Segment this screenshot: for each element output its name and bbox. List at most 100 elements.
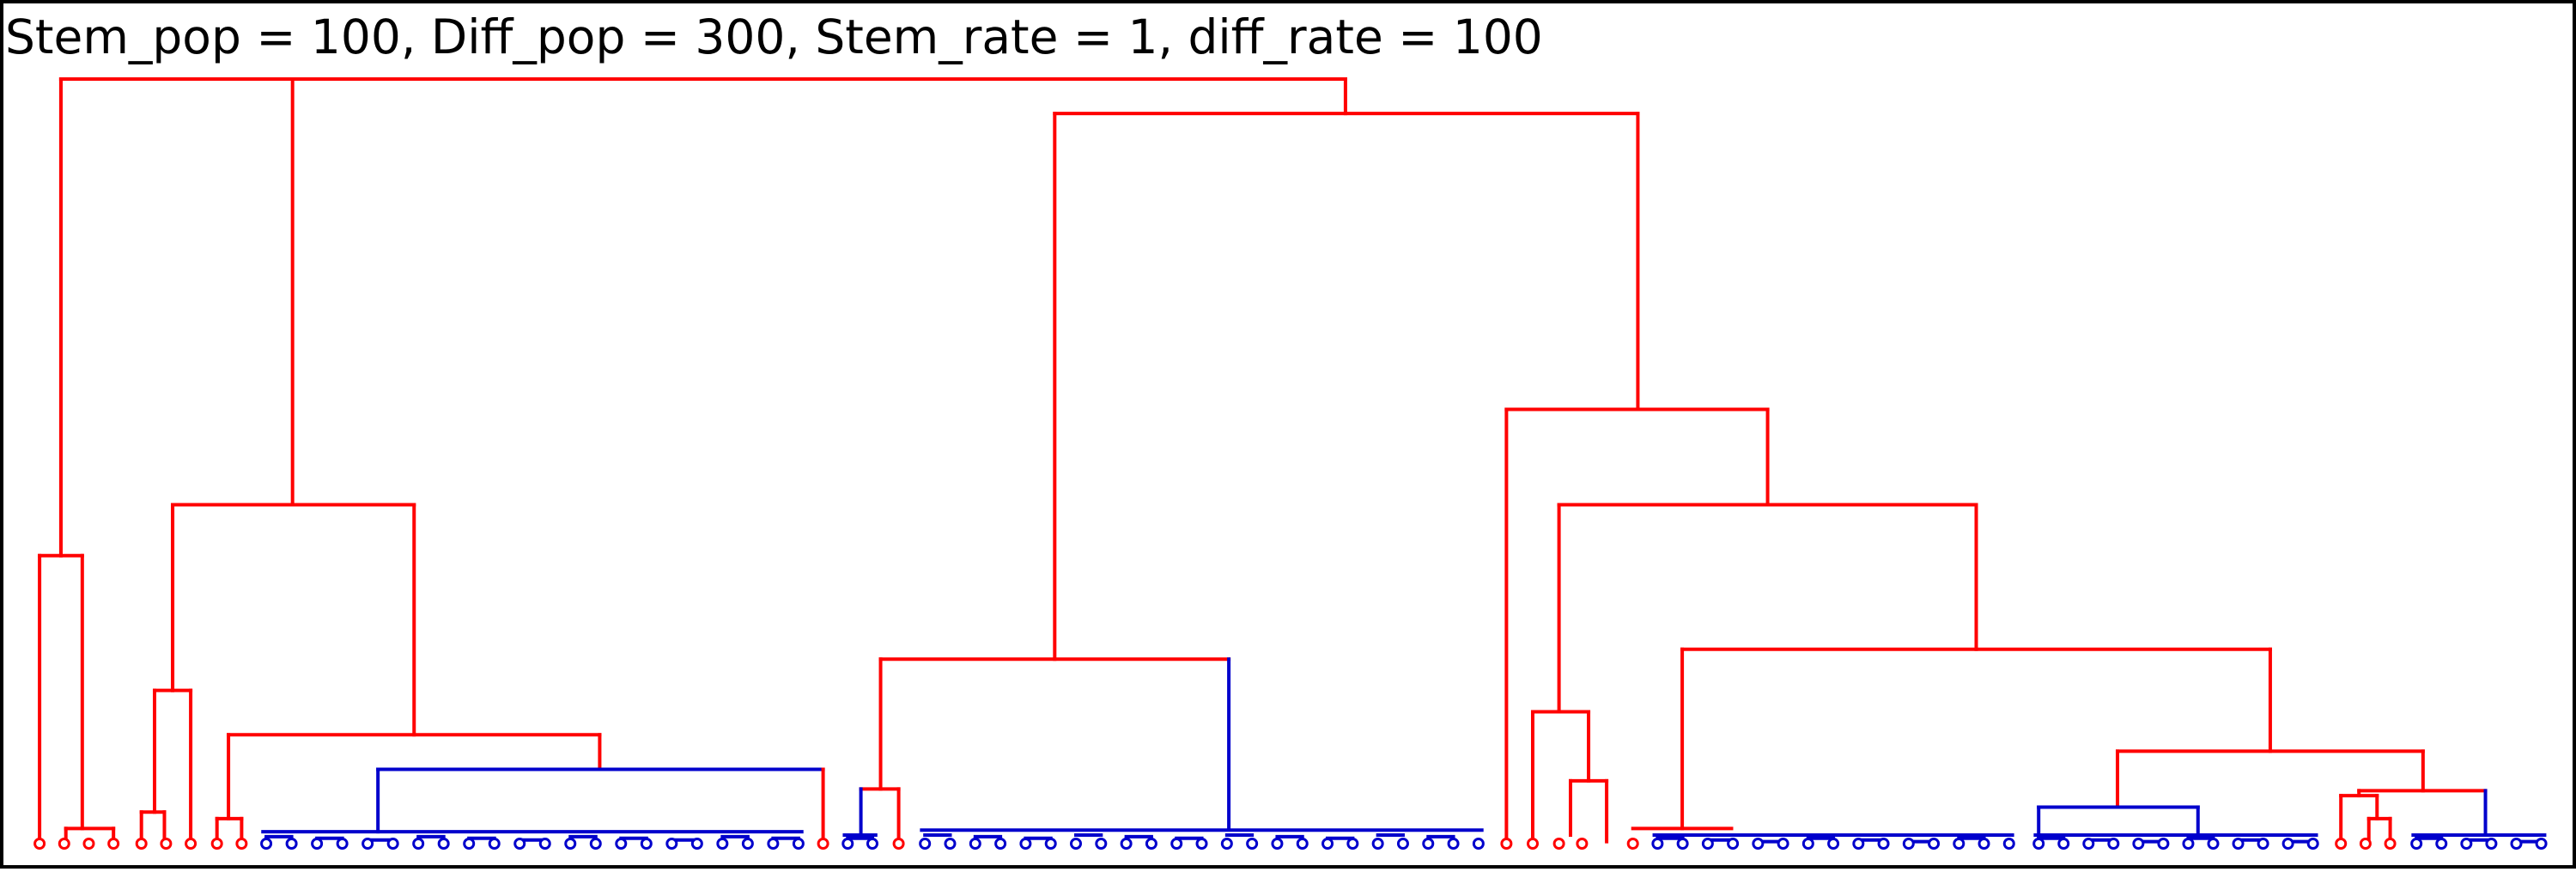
diff-cell-leaf bbox=[311, 838, 324, 850]
dendrogram bbox=[33, 76, 2548, 850]
diff-cell-leaf bbox=[1195, 838, 1208, 850]
diff-cell-leaf bbox=[1676, 838, 1689, 850]
diff-cell-leaf bbox=[1928, 838, 1941, 850]
diff-cell-leaf bbox=[1019, 838, 1032, 850]
diff-cell-leaf bbox=[2410, 838, 2423, 850]
diff-cell-leaf bbox=[1447, 838, 1460, 850]
diff-cell-leaf bbox=[2535, 838, 2548, 850]
diff-cell-leaf bbox=[2281, 838, 2294, 850]
diff-cell-leaf bbox=[1472, 838, 1485, 850]
diff-cell-leaf bbox=[615, 838, 628, 850]
diff-cell-leaf bbox=[2510, 838, 2523, 850]
diff-cell-leaf bbox=[2306, 838, 2319, 850]
diff-cell-leaf bbox=[1271, 838, 1284, 850]
diff-cell-leaf bbox=[2435, 838, 2448, 850]
diff-cell-leaf bbox=[919, 838, 932, 850]
stem-cell-leaf bbox=[2384, 838, 2397, 850]
diff-cell-leaf bbox=[1651, 838, 1664, 850]
diff-cell-leaf bbox=[1296, 838, 1309, 850]
stem-cell-leaf bbox=[210, 838, 223, 850]
diff-cell-leaf bbox=[386, 838, 399, 850]
diff-cell-leaf bbox=[1422, 838, 1435, 850]
diff-cell-leaf bbox=[1220, 838, 1233, 850]
diff-cell-leaf bbox=[767, 838, 780, 850]
diff-cell-leaf bbox=[1396, 838, 1409, 850]
diff-cell-leaf bbox=[1095, 838, 1108, 850]
diff-cell-leaf bbox=[994, 838, 1007, 850]
stem-cell-leaf bbox=[185, 838, 197, 850]
diff-cell-leaf bbox=[1852, 838, 1865, 850]
diff-cell-leaf bbox=[2032, 838, 2045, 850]
diff-cell-leaf bbox=[1877, 838, 1890, 850]
diff-cell-leaf bbox=[437, 838, 450, 850]
diff-cell-leaf bbox=[1246, 838, 1259, 850]
stem-cell-leaf bbox=[235, 838, 248, 850]
stem-cell-leaf bbox=[82, 838, 95, 850]
diff-cell-leaf bbox=[2207, 838, 2220, 850]
diff-cell-leaf bbox=[1070, 838, 1083, 850]
diff-cell-leaf bbox=[1953, 838, 1965, 850]
diff-cell-leaf bbox=[1701, 838, 1714, 850]
diff-cell-leaf bbox=[2157, 838, 2170, 850]
stem-cell-leaf bbox=[1500, 838, 1513, 850]
stem-cell-leaf bbox=[107, 838, 120, 850]
diff-cell-leaf bbox=[260, 838, 273, 850]
stem-cell-leaf bbox=[33, 838, 46, 850]
dendrogram-leaves bbox=[33, 838, 2548, 850]
diff-cell-leaf bbox=[336, 838, 349, 850]
stem-cell-leaf bbox=[2335, 838, 2348, 850]
stem-cell-leaf bbox=[58, 838, 70, 850]
diff-cell-leaf bbox=[1145, 838, 1157, 850]
diff-cell-leaf bbox=[1752, 838, 1765, 850]
diff-cell-leaf bbox=[1120, 838, 1133, 850]
diff-cell-leaf bbox=[2232, 838, 2245, 850]
diff-cell-leaf bbox=[2002, 838, 2015, 850]
diff-cell-leaf bbox=[1827, 838, 1840, 850]
diff-cell-leaf bbox=[1777, 838, 1789, 850]
diff-cell-leaf bbox=[285, 838, 298, 850]
stem-cell-leaf bbox=[135, 838, 148, 850]
diff-cell-leaf bbox=[538, 838, 551, 850]
diff-cell-leaf bbox=[488, 838, 501, 850]
diff-cell-leaf bbox=[640, 838, 653, 850]
stem-cell-leaf bbox=[1552, 838, 1565, 850]
diff-cell-leaf bbox=[1371, 838, 1384, 850]
dendrogram-branches bbox=[38, 76, 2547, 844]
diff-cell-leaf bbox=[2182, 838, 2195, 850]
diff-cell-leaf bbox=[2132, 838, 2145, 850]
diff-cell-leaf bbox=[1801, 838, 1814, 850]
diff-cell-leaf bbox=[716, 838, 729, 850]
stem-cell-leaf bbox=[1626, 838, 1639, 850]
diff-cell-leaf bbox=[741, 838, 754, 850]
diff-cell-leaf bbox=[1346, 838, 1359, 850]
diff-cell-leaf bbox=[1727, 838, 1740, 850]
diff-cell-leaf bbox=[841, 838, 854, 850]
diff-cell-leaf bbox=[2460, 838, 2473, 850]
diff-cell-leaf bbox=[2082, 838, 2095, 850]
stem-cell-leaf bbox=[892, 838, 905, 850]
diff-cell-leaf bbox=[1978, 838, 1990, 850]
stem-cell-leaf bbox=[817, 838, 829, 850]
diff-cell-leaf bbox=[1902, 838, 1915, 850]
diff-cell-leaf bbox=[969, 838, 981, 850]
diff-cell-leaf bbox=[589, 838, 602, 850]
diff-cell-leaf bbox=[792, 838, 805, 850]
stem-cell-leaf bbox=[1527, 838, 1540, 850]
diff-cell-leaf bbox=[361, 838, 374, 850]
diff-cell-leaf bbox=[412, 838, 425, 850]
plot-title: Stem_pop = 100, Diff_pop = 300, Stem_rat… bbox=[5, 9, 1543, 64]
diff-cell-leaf bbox=[1044, 838, 1057, 850]
diff-cell-leaf bbox=[513, 838, 526, 850]
diff-cell-leaf bbox=[2057, 838, 2070, 850]
diff-cell-leaf bbox=[944, 838, 957, 850]
diff-cell-leaf bbox=[866, 838, 878, 850]
diff-cell-leaf bbox=[564, 838, 577, 850]
stem-cell-leaf bbox=[1576, 838, 1589, 850]
diff-cell-leaf bbox=[690, 838, 703, 850]
stem-cell-leaf bbox=[2359, 838, 2372, 850]
diff-cell-leaf bbox=[463, 838, 476, 850]
diff-cell-leaf bbox=[1321, 838, 1334, 850]
diff-cell-leaf bbox=[2107, 838, 2120, 850]
diff-cell-leaf bbox=[2485, 838, 2498, 850]
